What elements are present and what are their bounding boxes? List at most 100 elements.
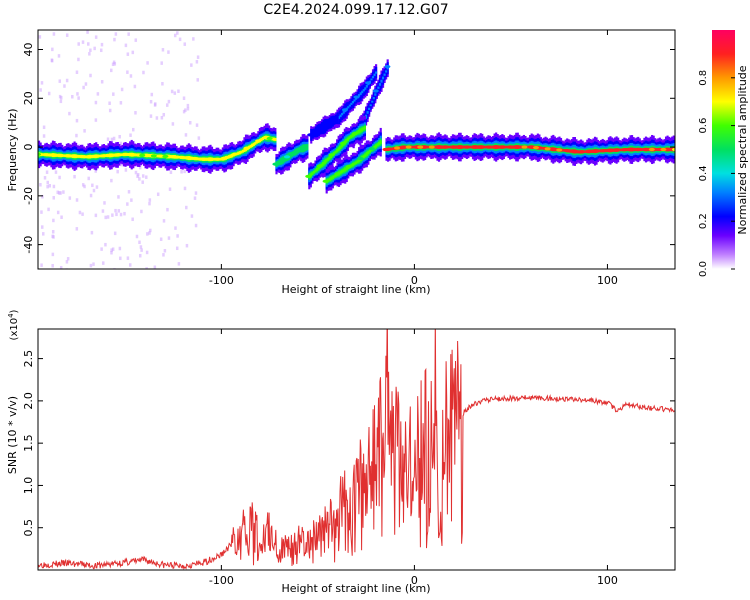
spectrogram-speckle xyxy=(56,190,59,195)
figure-title: C2E4.2024.099.17.12.G07 xyxy=(263,2,448,18)
spectrogram-ridge-cell xyxy=(334,118,338,121)
spectrogram-speckle xyxy=(126,202,129,206)
spectrogram-ridge-cell xyxy=(481,145,484,149)
spectrogram-speckle xyxy=(159,237,163,241)
spectrogram-speckle xyxy=(65,78,69,83)
spectrogram-ridge-cell xyxy=(378,83,382,86)
spectrogram-ridge-cell xyxy=(217,157,220,161)
spectrogram-hotspot xyxy=(463,145,470,149)
spectrogram-speckle xyxy=(54,170,58,174)
spectrogram-speckle xyxy=(91,183,94,188)
spectrogram-speckle xyxy=(89,263,93,268)
snr-series-line xyxy=(38,329,675,570)
spectrogram-ridge-cell xyxy=(414,145,417,149)
spectrogram-ridge-cell xyxy=(102,154,106,158)
spectrogram-ridge-cell xyxy=(315,167,319,172)
spectrogram-speckle xyxy=(133,84,137,89)
spectrogram-speckle xyxy=(116,169,119,174)
spectrogram-speckle xyxy=(40,263,43,267)
spectrogram-speckle xyxy=(87,42,90,46)
snr-ytick-label: 1.5 xyxy=(22,434,35,452)
spectrogram-speckle xyxy=(127,32,130,36)
spectrogram-ridge-cell xyxy=(436,145,439,149)
spectrogram-ridge-cell xyxy=(124,152,127,157)
spectrogram-speckle xyxy=(92,262,95,266)
spectrogram-ridge-cell xyxy=(539,146,543,150)
spectrogram-speckle xyxy=(81,212,84,216)
spectrogram-speckle xyxy=(47,207,50,212)
spectrogram-ridge-cell xyxy=(427,145,430,149)
spectrogram-speckle xyxy=(136,174,139,178)
spectrogram-speckle xyxy=(58,191,61,195)
spectrogram-speckle xyxy=(127,190,131,194)
spectrogram-ridge-cell xyxy=(630,147,634,152)
spectrogram-ridge-cell xyxy=(425,145,428,149)
spectrogram-ridge-cell xyxy=(336,117,339,120)
spectrogram-ridge-cell xyxy=(65,154,68,158)
snr-xtick-label: -100 xyxy=(209,574,234,587)
colorbar-tick-label: 0.4 xyxy=(698,165,709,181)
spectrogram-ridge-cell xyxy=(495,145,498,150)
spectrogram-ridge-cell xyxy=(373,73,376,77)
spectrogram-ridge-cell xyxy=(317,128,321,132)
spectrogram-hotspot xyxy=(602,148,609,153)
spectrogram-ridge-cell xyxy=(263,135,266,140)
spectrogram-speckle xyxy=(146,61,149,65)
spectrogram-ridge-cell xyxy=(311,172,314,175)
spectrogram-ridge-cell xyxy=(331,175,334,179)
spectrogram-ridge-cell xyxy=(364,87,367,90)
spectrogram-speckle xyxy=(193,196,197,200)
spectrogram-ridge-cell xyxy=(325,159,328,163)
spectrogram-ridge-cell xyxy=(323,160,326,165)
spectrogram-speckle xyxy=(96,92,100,96)
spectrogram-speckle xyxy=(90,230,94,235)
spectrogram-ridge-cell xyxy=(283,157,286,161)
spectrogram-speckle xyxy=(100,42,104,47)
spectrogram-speckle xyxy=(138,253,142,258)
spectrogram-speckle xyxy=(68,196,72,200)
spectrogram-ridge-cell xyxy=(541,146,544,150)
spectrogram-ridge-cell xyxy=(325,123,328,127)
spectrogram-speckle xyxy=(94,169,97,173)
spectrogram-ridge-cell xyxy=(646,147,649,152)
spectrogram-ridge-cell xyxy=(248,145,251,149)
spectrogram-speckle xyxy=(192,37,195,41)
spectrogram-ridge-cell xyxy=(504,145,507,149)
spectrogram-speckle xyxy=(196,55,200,59)
spectrogram-speckle xyxy=(89,73,92,78)
spectrogram-hotspot xyxy=(220,156,227,161)
spectrogram-speckle xyxy=(155,116,159,120)
spectrogram-hotspot xyxy=(81,155,88,159)
spectrogram-speckle xyxy=(134,38,138,42)
spectrogram-ridge-cell xyxy=(334,150,337,154)
spectrogram-ridge-cell xyxy=(169,154,172,159)
spectrogram-ridge-cell xyxy=(356,160,359,164)
spectrogram-speckle xyxy=(106,137,110,141)
spectrogram-hotspot xyxy=(486,145,493,149)
spectrogram-speckle xyxy=(182,109,186,114)
spectrogram-speckle xyxy=(106,215,110,219)
spectrogram-speckle xyxy=(42,134,46,138)
spectrogram-ridge-cell xyxy=(400,145,404,150)
spectrogram-ridge-cell xyxy=(327,123,330,126)
spectrogram-ridge-cell xyxy=(496,145,499,149)
spectrogram-speckle xyxy=(81,183,85,187)
spectrogram-ridge-cell xyxy=(607,148,610,153)
spectrogram-ridge-cell xyxy=(203,157,206,162)
spectrogram-ridge-cell xyxy=(295,149,298,154)
spectrogram-hotspot xyxy=(305,174,312,178)
spectrogram-ylabel: Frequency (Hz) xyxy=(6,109,19,192)
spectrogram-speckle xyxy=(160,61,163,65)
spectrogram-ridge-cell xyxy=(450,145,453,149)
spectrogram-speckle xyxy=(161,48,165,52)
spectrogram-hotspot xyxy=(357,156,364,161)
spectrogram-speckle xyxy=(113,62,117,66)
spectrogram-ridge-cell xyxy=(183,156,186,160)
spectrogram-hotspot xyxy=(498,145,505,149)
spectrogram-ridge-cell xyxy=(493,145,496,149)
spectrogram-ridge-cell xyxy=(278,160,281,164)
spectrogram-ridge-cell xyxy=(158,154,161,158)
spectrogram-ridge-cell xyxy=(204,157,207,161)
spectrogram-ridge-cell xyxy=(390,147,393,151)
spectrogram-ridge-cell xyxy=(133,153,136,157)
